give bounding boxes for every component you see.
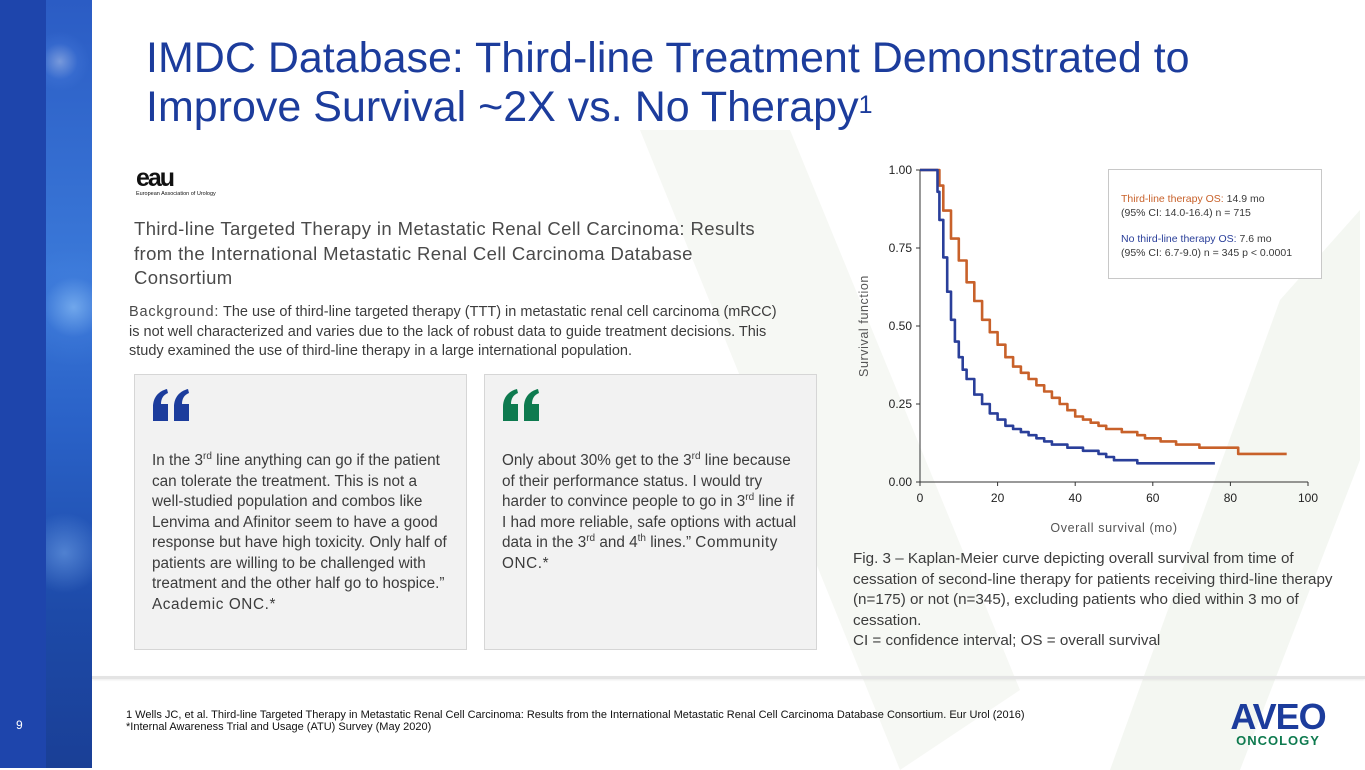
side-band — [0, 0, 46, 768]
chart-legend: Third-line therapy OS: 14.9 mo (95% CI: … — [1108, 169, 1322, 279]
quote-attribution: Academic ONC.* — [152, 595, 277, 613]
x-tick-label: 40 — [1069, 491, 1083, 505]
eau-logo-mark: eau — [136, 164, 175, 192]
watermark-v-shape — [640, 130, 1360, 770]
legend-entry-third-line: Third-line therapy OS: 14.9 mo — [1121, 193, 1265, 205]
x-tick-label: 0 — [917, 491, 924, 505]
side-banner: 9 — [0, 0, 92, 768]
footer-divider — [92, 676, 1365, 679]
legend-entry-no-third-line: No third-line therapy OS: 7.6 mo — [1121, 233, 1272, 245]
paper-title: Third-line Targeted Therapy in Metastati… — [134, 218, 756, 288]
series-line-no-third-line — [920, 168, 1215, 465]
quote-icon — [503, 389, 539, 421]
x-tick-label: 100 — [1298, 491, 1318, 505]
x-tick-label: 20 — [991, 491, 1005, 505]
eau-logo-tagline: European Association of Urology — [136, 191, 216, 197]
background-text: The use of third-line targeted therapy (… — [129, 304, 777, 359]
legend-detail-no-third-line: (95% CI: 6.7-9.0) n = 345 p < 0.0001 — [1121, 246, 1293, 259]
x-tick-label: 80 — [1224, 491, 1238, 505]
y-tick-label: 0.50 — [889, 319, 913, 333]
page-title: IMDC Database: Third-line Treatment Demo… — [146, 34, 1190, 131]
y-tick-label: 0.75 — [889, 241, 913, 255]
y-axis-label: Survival function — [857, 275, 871, 377]
aveo-subtitle: ONCOLOGY — [1236, 733, 1320, 748]
quote-card-community: Only about 30% get to the 3rd line becau… — [484, 374, 817, 650]
quote-icon — [153, 389, 189, 421]
y-tick-label: 0.25 — [889, 397, 913, 411]
footnote-reference: 1 Wells JC, et al. Third-line Targeted T… — [126, 709, 1025, 721]
aveo-oncology-logo: AVEO ONCOLOGY — [1230, 696, 1326, 748]
series-line-third-line — [920, 168, 1287, 456]
background-paragraph: Background: The use of third-line target… — [129, 303, 789, 362]
footnote-survey: *Internal Awareness Trial and Usage (ATU… — [126, 721, 432, 733]
quote-card-academic: In the 3rd line anything can go if the p… — [134, 374, 467, 650]
caption-abbreviations: CI = confidence interval; OS = overall s… — [853, 632, 1161, 649]
y-tick-label: 0.00 — [889, 475, 913, 489]
footnotes: 1 Wells JC, et al. Third-line Targeted T… — [126, 709, 1206, 733]
aveo-wordmark: AVEO — [1230, 696, 1325, 737]
side-photo — [46, 0, 92, 768]
page-number: 9 — [16, 718, 23, 732]
quote-text-community: Only about 30% get to the 3rd line becau… — [502, 450, 797, 572]
x-tick-label: 60 — [1146, 491, 1160, 505]
quote-attribution: Community ONC.* — [502, 534, 779, 572]
km-survival-chart: 0.00 0.25 0.50 0.75 1.00 0 20 40 60 80 100 Overall … — [857, 163, 1318, 535]
y-tick-label: 1.00 — [889, 163, 913, 177]
figure-caption: Fig. 3 – Kaplan-Meier curve depicting ov… — [853, 549, 1333, 652]
background-label: Background: — [129, 304, 220, 320]
quote-text-academic: In the 3rd line anything can go if the p… — [152, 450, 447, 613]
caption-text: Fig. 3 – Kaplan-Meier curve depicting ov… — [853, 550, 1333, 629]
eau-logo: eau European Association of Urology — [136, 166, 246, 200]
legend-detail-third-line: (95% CI: 14.0-16.4) n = 715 — [1121, 206, 1251, 219]
x-axis-label: Overall survival (mo) — [1050, 521, 1177, 535]
